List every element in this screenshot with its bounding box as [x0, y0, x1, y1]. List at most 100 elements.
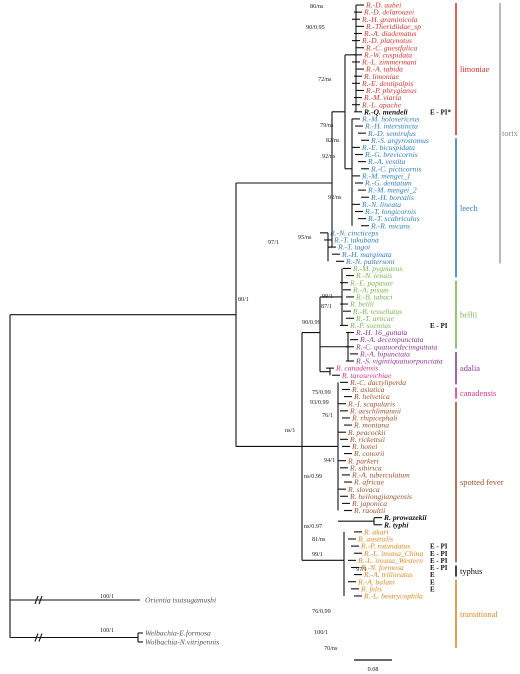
tip-label: R.-C. dactyliperda	[349, 378, 406, 387]
support-value: 92/ns	[322, 153, 336, 160]
tip-label: R. rickettsii	[349, 435, 385, 444]
tip-label: R.-A. trilineatus	[363, 570, 413, 579]
endosymbiont-marker: E - PI*	[430, 108, 452, 116]
outgroup-label: Orientia tsutsugamushi	[145, 596, 216, 605]
tip-label: R. typhi	[383, 520, 409, 529]
tip-label: R.-H. 16_guttata	[355, 328, 407, 337]
tip-label: R.-R. micans	[370, 221, 410, 230]
support-value: 97/1	[356, 566, 367, 573]
tip-label: R.-N. lineata	[361, 200, 401, 209]
support-value: 94/1	[324, 457, 335, 464]
support-value: ns/0.97	[304, 523, 322, 530]
endosymbiont-marker: E - PI	[430, 322, 448, 330]
tip-label: R.-A. tuberculatum	[351, 471, 410, 480]
endosymbiont-marker: E - PI	[430, 564, 448, 572]
clade-label: canadensis	[460, 389, 496, 398]
tip-label: R. prowazekii	[383, 513, 428, 522]
support-value: 100/1	[100, 593, 114, 600]
branch-break	[38, 595, 43, 605]
tip-label: R. honei	[351, 442, 377, 451]
tip-label: R. peacockii	[347, 428, 386, 437]
tip-label: R.-H. marginata	[341, 250, 392, 259]
tip-label: R.-C. quatuordecimguttata	[355, 342, 438, 351]
clade-label: transitional	[460, 610, 498, 619]
tip-label: R.-B. tessellatus	[352, 307, 402, 316]
tip-label: R.-L. zimmermani	[361, 58, 417, 67]
tip-label: R. japonica	[351, 499, 387, 508]
tip-label: R.-D. semirufus	[367, 129, 416, 138]
tip-label: R. rhipicephali	[351, 414, 397, 423]
tip-label: R.-H. borealis	[370, 193, 414, 202]
clade-label: spotted fever	[460, 478, 504, 487]
tip-label: R.-E. bicuspidata	[361, 143, 415, 152]
tip-label: R.-D. delarouzei	[363, 8, 414, 17]
tip-label: R.-G. dentatum	[364, 179, 412, 188]
tip-label: R. australis	[357, 535, 393, 544]
tip-label: R.-P. rotundatus	[360, 542, 410, 551]
support-value: 99/1	[322, 293, 333, 300]
tip-label: R. montana	[353, 421, 389, 430]
tip-label: R.-D. platynotus	[361, 36, 412, 45]
tip-label: R.-H. interstincta	[364, 122, 418, 131]
tip-label: R. aeschlimannii	[349, 406, 401, 415]
support-value: 72/ns	[318, 76, 332, 83]
clade-label: leech	[460, 204, 478, 213]
support-value: 70/ns	[324, 645, 338, 652]
tip-label: R.-T. urticae	[355, 314, 395, 323]
support-value: 99/1	[312, 551, 323, 558]
tip-label: R. slovaca	[347, 485, 380, 494]
tip-label: R. conorii	[353, 449, 384, 458]
support-value: 100/1	[100, 627, 114, 634]
tip-label: R.-H. graminicola	[361, 15, 418, 24]
tip-label: R.-A. pisum	[352, 285, 389, 294]
clade-label: bellii	[460, 311, 478, 320]
tip-label: R. akari	[363, 527, 388, 536]
support-value: 93/0.99	[310, 399, 329, 406]
tip-label: R.-I. scapularis	[347, 399, 395, 408]
tip-label: R.-C. guestfalica	[365, 43, 417, 52]
tip-label: R. asiatica	[351, 385, 385, 394]
support-value: 79/ns	[320, 122, 334, 129]
clade-label: typhus	[460, 567, 482, 576]
tip-label: R.-M. pygmaeus	[352, 264, 403, 273]
tip-label: R.-N. tenuis	[355, 271, 392, 280]
tip-label: R.-D. aubei	[365, 1, 401, 10]
tip-label: R. parkeri	[347, 456, 379, 465]
support-value: 92/ns	[328, 194, 342, 201]
tip-label: R. sibirica	[349, 463, 382, 472]
tip-label: R. limoniae	[363, 72, 400, 81]
tip-label: R.-P. soemias	[349, 321, 391, 330]
tip-label: R. bellii	[349, 300, 374, 309]
tip-label: R.-A. balani	[357, 577, 395, 586]
outgroup-label: Wolbachia-N.vitripennis	[145, 638, 219, 647]
support-value: 95/ns	[298, 234, 312, 241]
branch-break	[34, 595, 39, 605]
tip-label: R.-M. mengei_1	[361, 171, 411, 180]
tip-label: R. helvetica	[353, 392, 390, 401]
tip-label: R.-N. formosa	[360, 563, 404, 572]
endosymbiont-marker: E	[430, 585, 435, 593]
support-value: 76/1	[322, 412, 333, 419]
support-value: 86/ns	[310, 3, 324, 10]
tip-label: R.-T. scabriculus	[367, 214, 420, 223]
tip-label: R.-L. apache	[361, 100, 402, 109]
tip-label: R.-M. mengei_2	[367, 186, 417, 195]
endosymbiont-marker: E - PI	[430, 543, 448, 551]
clade-label: limoniae	[460, 65, 490, 74]
tip-label: R.-S. argyrostomus	[370, 136, 429, 145]
support-value: ns/1	[285, 427, 295, 434]
tip-label: R. raoultii	[353, 506, 385, 515]
tip-label: R.-L. invasa_China	[363, 549, 423, 558]
clade-label: adalia	[460, 364, 480, 373]
tip-label: R.-T. tagoi	[337, 243, 370, 252]
torix-label: torix	[502, 129, 519, 138]
support-value: ns/0.99	[304, 473, 322, 480]
tip-label: R.-T. longicornis	[364, 207, 416, 216]
tip-label: R.-N. cincticeps	[329, 228, 378, 237]
tip-label: R.-A. diadematus	[363, 29, 417, 38]
tip-label: R.-L. bostrycophila	[363, 592, 423, 601]
tip-label: R.-T. takubana	[333, 236, 379, 245]
tip-label: R. heilongjiangensis	[349, 492, 412, 501]
endosymbiont-marker: E - PI	[430, 550, 448, 558]
